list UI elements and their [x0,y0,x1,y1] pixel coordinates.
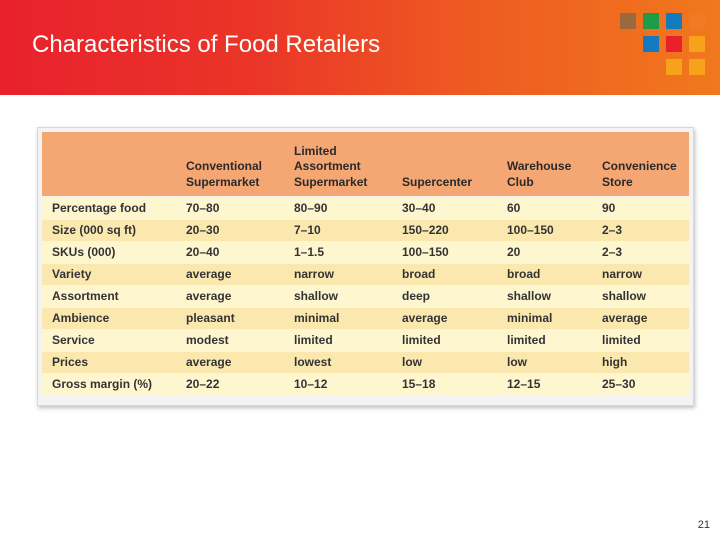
table-cell: average [186,289,232,303]
table-cell: limited [294,333,333,347]
table-cell: modest [186,333,229,347]
table-cell: 80–90 [294,201,328,215]
table-row: Variety average narrow broad broad narrow [42,264,689,285]
decor-square [666,13,682,29]
table-cell: 20–40 [186,245,220,259]
table-cell: 25–30 [602,377,636,391]
table-row: Ambience pleasant minimal average minimal ave… [42,308,689,329]
table-cell: narrow [602,267,643,281]
table-cell: 20 [507,245,521,259]
table-cell: 60 [507,201,521,215]
table-cell: 30–40 [402,201,436,215]
table-cell: low [507,355,527,369]
table-cell: limited [402,333,441,347]
table-cell: 90 [602,201,616,215]
table-cell: 2–3 [602,245,623,259]
decor-square [666,36,682,52]
row-label: Service [52,333,95,347]
table-cell: average [186,267,232,281]
column-header: Limited Assortment Supermarket [294,143,368,189]
table-cell: shallow [507,289,552,303]
row-label: Prices [52,355,89,369]
table-row: Percentage food 70–80 80–90 30–40 60 90 [42,198,689,219]
table-cell: limited [602,333,641,347]
table-cell: limited [507,333,546,347]
table-cell: minimal [507,311,553,325]
table-cell: shallow [602,289,647,303]
table-row: Size (000 sq ft) 20–30 7–10 150–220 100–150 2… [42,220,689,241]
table-cell: 12–15 [507,377,541,391]
row-label: Gross margin (%) [52,377,153,391]
table-header: Conventional Supermarket Limited Assortme… [42,132,689,196]
table-row: Gross margin (%) 20–22 10–12 15–18 12–15 25–3… [42,374,689,395]
table-cell: 70–80 [186,201,220,215]
column-header: Warehouse Club [507,159,572,189]
page-number: 21 [697,519,710,531]
table-cell: 7–10 [294,223,321,237]
decor-square [643,13,659,29]
table-cell: 15–18 [402,377,436,391]
table-cell: average [402,311,448,325]
table-row: SKUs (000) 20–40 1–1.5 100–150 20 2–3 [42,242,689,263]
table-body: Percentage food 70–80 80–90 30–40 60 90 Size (… [42,196,689,401]
retailer-table: Conventional Supermarket Limited Assortme… [37,127,694,406]
table-cell: 20–30 [186,223,220,237]
table-cell: 100–150 [402,245,449,259]
table-cell: 100–150 [507,223,554,237]
table-cell: average [186,355,232,369]
table-cell: minimal [294,311,340,325]
column-header: Supercenter [402,174,473,189]
table-cell: 2–3 [602,223,623,237]
decor-square [643,36,659,52]
table-inner: Conventional Supermarket Limited Assortme… [42,132,689,401]
title-banner: Characteristics of Food Retailers [0,0,720,95]
table-cell: deep [402,289,431,303]
row-label: Percentage food [52,201,147,215]
row-label: SKUs (000) [52,245,116,259]
row-label: Size (000 sq ft) [52,223,137,237]
table-cell: lowest [294,355,332,369]
table-cell: shallow [294,289,339,303]
table-row: Assortment average shallow deep shallow shall… [42,286,689,307]
table-cell: broad [402,267,436,281]
decor-square [689,36,705,52]
column-header: Convenience Store [602,159,677,189]
decor-square [689,13,705,29]
row-label: Ambience [52,311,110,325]
decor-square [620,13,636,29]
table-cell: 1–1.5 [294,245,325,259]
table-cell: average [602,311,648,325]
table-cell: narrow [294,267,335,281]
slide-title: Characteristics of Food Retailers [32,31,381,58]
column-header: Conventional Supermarket [186,159,263,189]
table-cell: pleasant [186,311,235,325]
decor-square [666,59,682,75]
table-cell: low [402,355,422,369]
table-row: Service modest limited limited limited limite… [42,330,689,351]
table-cell: 150–220 [402,223,449,237]
row-label: Assortment [52,289,119,303]
table-cell: 20–22 [186,377,220,391]
table-cell: 10–12 [294,377,328,391]
table-row: Prices average lowest low low high [42,352,689,373]
decor-square [689,59,705,75]
table-cell: high [602,355,628,369]
row-label: Variety [52,267,92,281]
table-cell: broad [507,267,541,281]
